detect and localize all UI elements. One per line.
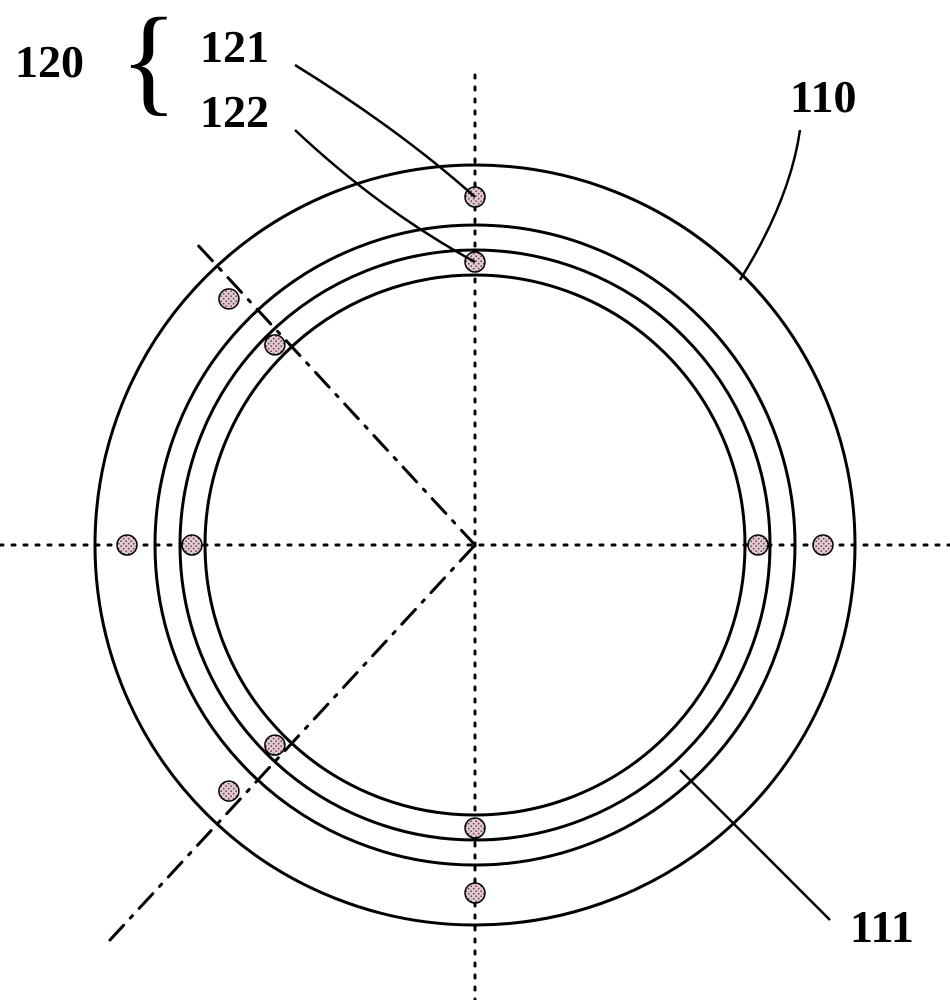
dot-outer-135 (219, 289, 239, 309)
dot-inner-0 (748, 535, 768, 555)
diagram-svg (0, 0, 950, 1000)
label-122: 122 (200, 85, 269, 138)
dot-inner-135 (265, 335, 285, 355)
dot-inner-225 (265, 735, 285, 755)
axis-diagonal-upper (195, 242, 475, 545)
leader-111 (680, 770, 830, 920)
label-120: 120 (15, 35, 84, 88)
dot-inner-180 (182, 535, 202, 555)
label-111: 111 (850, 900, 914, 953)
label-121: 121 (200, 20, 269, 73)
dot-outer-180 (117, 535, 137, 555)
dot-outer-0 (813, 535, 833, 555)
brace-120: { (120, 0, 178, 120)
dot-outer-270 (465, 883, 485, 903)
dot-inner-270 (465, 818, 485, 838)
dot-outer-225 (219, 781, 239, 801)
leader-110 (740, 130, 800, 280)
label-110: 110 (790, 70, 856, 123)
